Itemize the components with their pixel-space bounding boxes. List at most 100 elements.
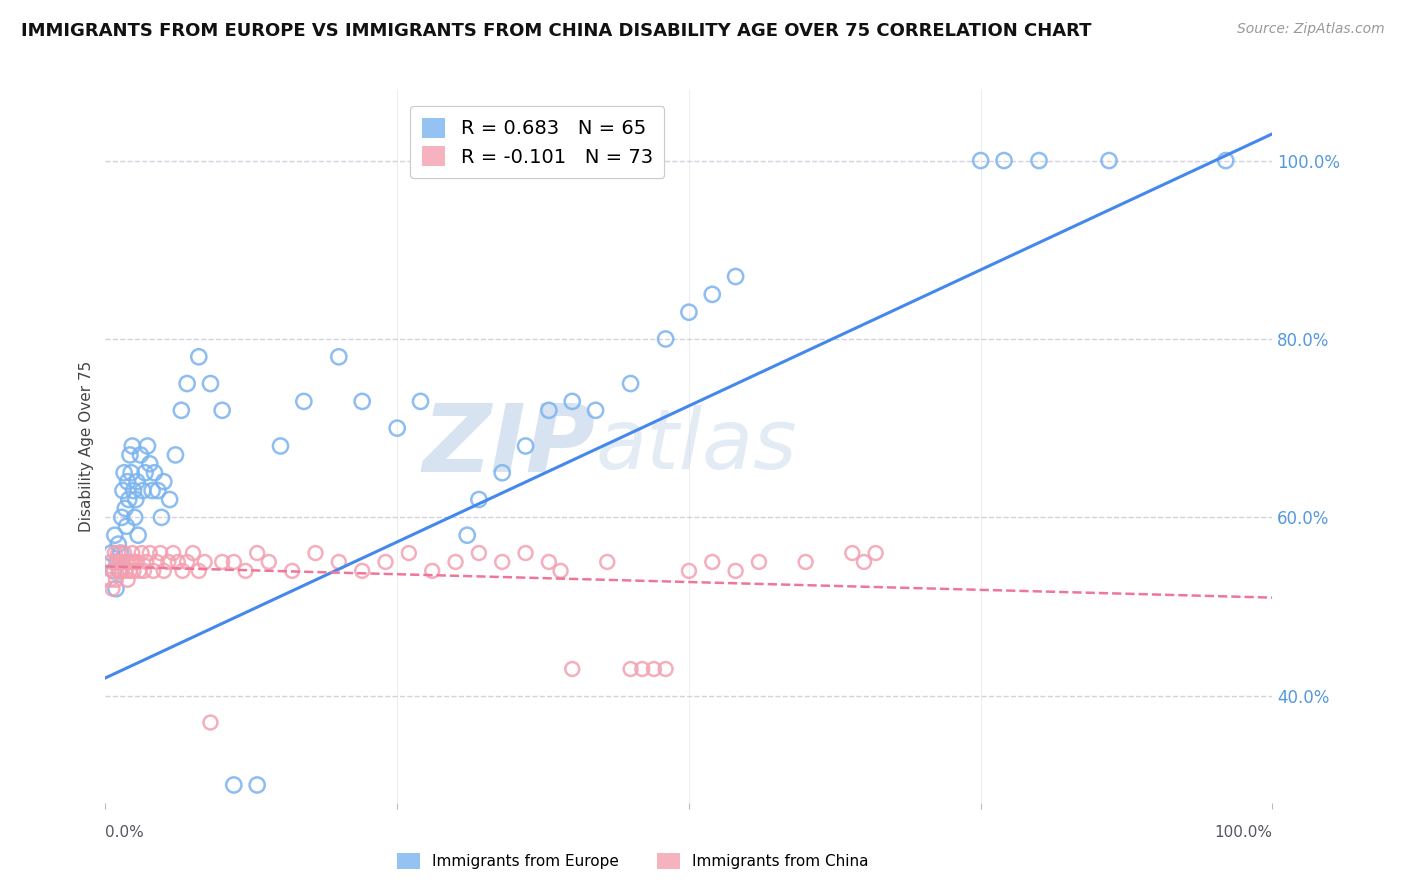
Point: [111, 564, 134, 578]
Point: [166, 555, 188, 569]
Point: [550, 564, 572, 578]
Point: [537, 555, 560, 569]
Point: [200, 376, 222, 391]
Point: [104, 573, 127, 587]
Point: [409, 394, 432, 409]
Point: [702, 555, 724, 569]
Point: [122, 483, 145, 498]
Point: [105, 555, 128, 569]
Point: [561, 662, 583, 676]
Point: [124, 510, 146, 524]
Text: atlas: atlas: [596, 406, 797, 486]
Point: [269, 439, 292, 453]
Point: [118, 555, 141, 569]
Point: [120, 555, 142, 569]
Point: [108, 564, 131, 578]
Point: [128, 564, 150, 578]
Point: [468, 492, 491, 507]
Point: [129, 448, 152, 462]
Point: [515, 439, 537, 453]
Point: [143, 466, 166, 480]
Point: [131, 546, 153, 560]
Point: [181, 546, 204, 560]
Point: [139, 457, 162, 471]
Point: [135, 555, 157, 569]
Point: [165, 448, 187, 462]
Point: [841, 546, 863, 560]
Point: [114, 564, 136, 578]
Point: [115, 519, 138, 533]
Point: [125, 492, 148, 507]
Point: [374, 555, 396, 569]
Legend: Immigrants from Europe, Immigrants from China: Immigrants from Europe, Immigrants from …: [391, 847, 875, 875]
Point: [631, 662, 654, 676]
Text: ZIP: ZIP: [423, 400, 596, 492]
Point: [222, 778, 245, 792]
Point: [724, 269, 747, 284]
Point: [100, 555, 122, 569]
Point: [852, 555, 875, 569]
Point: [115, 555, 138, 569]
Point: [121, 439, 143, 453]
Point: [125, 555, 148, 569]
Point: [702, 287, 724, 301]
Point: [385, 421, 408, 435]
Point: [352, 564, 374, 578]
Point: [117, 573, 139, 587]
Point: [619, 662, 641, 676]
Point: [993, 153, 1015, 168]
Point: [596, 555, 619, 569]
Point: [107, 537, 129, 551]
Y-axis label: Disability Age Over 75: Disability Age Over 75: [79, 360, 94, 532]
Point: [246, 778, 269, 792]
Point: [103, 564, 125, 578]
Point: [328, 350, 350, 364]
Point: [352, 394, 374, 409]
Point: [643, 662, 665, 676]
Point: [121, 546, 143, 560]
Point: [141, 483, 163, 498]
Point: [122, 564, 145, 578]
Point: [678, 564, 700, 578]
Point: [134, 466, 156, 480]
Point: [1215, 153, 1237, 168]
Point: [120, 466, 142, 480]
Text: Source: ZipAtlas.com: Source: ZipAtlas.com: [1237, 22, 1385, 37]
Point: [132, 483, 155, 498]
Point: [103, 564, 125, 578]
Point: [724, 564, 747, 578]
Point: [162, 546, 184, 560]
Point: [139, 546, 162, 560]
Point: [118, 492, 141, 507]
Point: [117, 475, 139, 489]
Point: [153, 564, 174, 578]
Point: [187, 350, 209, 364]
Point: [104, 546, 127, 560]
Point: [211, 403, 233, 417]
Point: [101, 582, 124, 596]
Point: [127, 528, 149, 542]
Point: [187, 564, 209, 578]
Point: [172, 564, 194, 578]
Point: [970, 153, 993, 168]
Point: [98, 573, 121, 587]
Point: [619, 376, 641, 391]
Point: [170, 403, 193, 417]
Point: [537, 403, 560, 417]
Point: [194, 555, 217, 569]
Point: [235, 564, 257, 578]
Text: IMMIGRANTS FROM EUROPE VS IMMIGRANTS FROM CHINA DISABILITY AGE OVER 75 CORRELATI: IMMIGRANTS FROM EUROPE VS IMMIGRANTS FRO…: [21, 22, 1091, 40]
Text: 100.0%: 100.0%: [1215, 825, 1272, 840]
Point: [491, 555, 513, 569]
Point: [142, 564, 165, 578]
Point: [157, 555, 180, 569]
Point: [176, 376, 198, 391]
Point: [200, 715, 222, 730]
Point: [110, 555, 132, 569]
Point: [104, 528, 127, 542]
Legend: R = 0.683   N = 65, R = -0.101   N = 73: R = 0.683 N = 65, R = -0.101 N = 73: [411, 106, 665, 178]
Point: [420, 564, 443, 578]
Point: [176, 555, 198, 569]
Point: [124, 555, 146, 569]
Point: [136, 439, 159, 453]
